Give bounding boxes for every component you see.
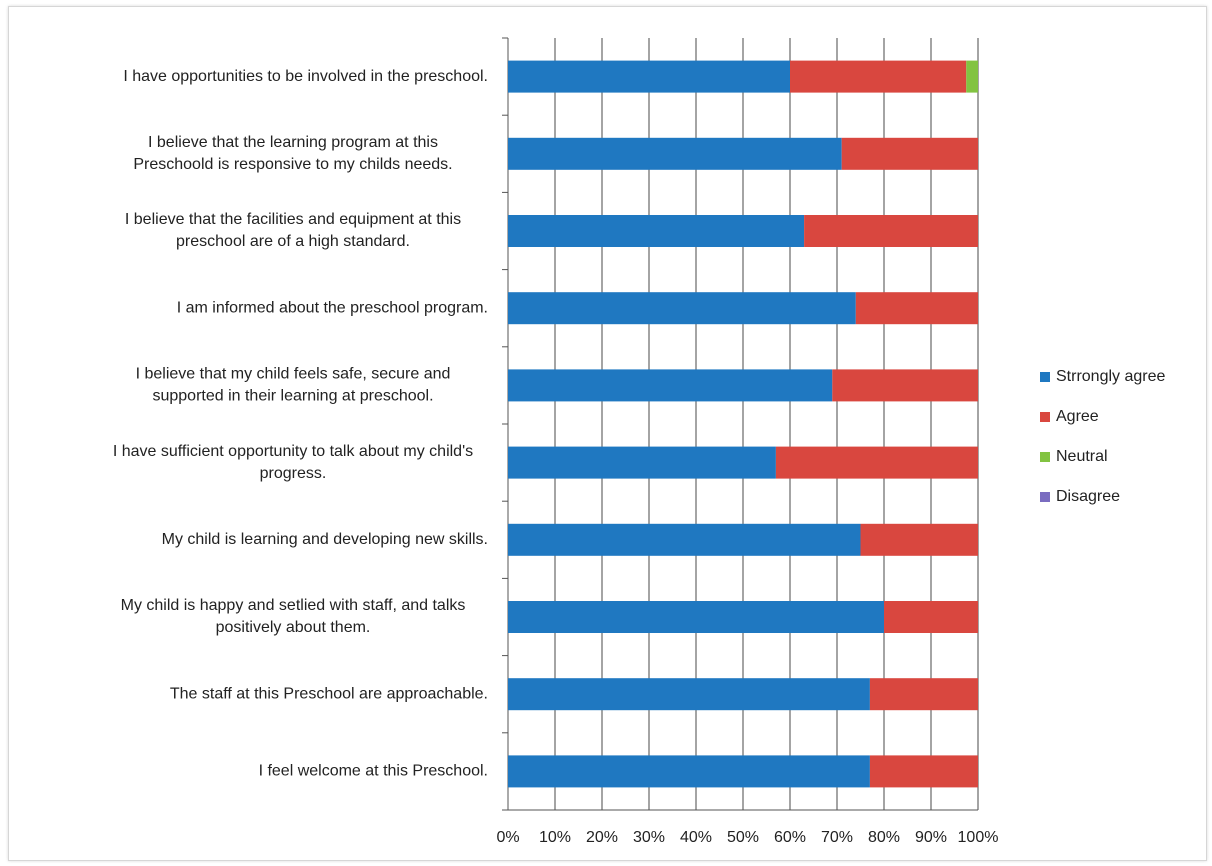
- category-label: I have opportunities to be involved in t…: [123, 68, 488, 85]
- x-tick-label: 70%: [821, 829, 853, 846]
- bar-strrongly-agree-6: [508, 523, 861, 556]
- bar-strrongly-agree-3: [508, 292, 856, 325]
- legend-swatch: [1040, 492, 1050, 502]
- legend-swatch: [1040, 452, 1050, 462]
- bar-strrongly-agree-9: [508, 755, 870, 788]
- bar-agree-1: [841, 137, 978, 170]
- bar-neutral-0: [966, 60, 978, 93]
- bar-strrongly-agree-1: [508, 137, 842, 170]
- legend-label: Disagree: [1056, 488, 1120, 505]
- bar-agree-8: [869, 678, 978, 711]
- bar-agree-5: [775, 446, 978, 479]
- category-label: positively about them.: [216, 619, 371, 636]
- legend-swatch: [1040, 412, 1050, 422]
- x-tick-label: 50%: [727, 829, 759, 846]
- x-tick-label: 0%: [496, 829, 519, 846]
- x-tick-label: 20%: [586, 829, 618, 846]
- x-tick-label: 10%: [539, 829, 571, 846]
- legend-swatch: [1040, 372, 1050, 382]
- bar-strrongly-agree-0: [508, 60, 790, 93]
- category-label: preschool are of a high standard.: [176, 233, 410, 250]
- category-label: I believe that the learning program at t…: [148, 134, 438, 151]
- category-label: I feel welcome at this Preschool.: [259, 763, 488, 780]
- x-tick-label: 30%: [633, 829, 665, 846]
- category-label: My child is learning and developing new …: [162, 531, 488, 548]
- category-label: I am informed about the preschool progra…: [177, 299, 488, 316]
- legend-label: Strrongly agree: [1056, 368, 1165, 385]
- category-label: progress.: [260, 465, 327, 482]
- category-label: I have sufficient opportunity to talk ab…: [113, 443, 473, 460]
- category-label: I believe that the facilities and equipm…: [125, 211, 461, 228]
- x-tick-label: 80%: [868, 829, 900, 846]
- bar-agree-6: [860, 523, 978, 556]
- bar-agree-2: [804, 215, 978, 247]
- legend-label: Agree: [1056, 408, 1099, 425]
- category-label: I believe that my child feels safe, secu…: [136, 366, 451, 383]
- bar-strrongly-agree-4: [508, 369, 833, 402]
- x-tick-label: 100%: [958, 829, 999, 846]
- bar-strrongly-agree-5: [508, 446, 776, 479]
- category-label: supported in their learning at preschool…: [152, 388, 433, 405]
- bar-agree-3: [855, 292, 978, 325]
- legend-label: Neutral: [1056, 448, 1108, 465]
- bar-agree-7: [884, 601, 978, 633]
- x-tick-label: 90%: [915, 829, 947, 846]
- bar-agree-4: [832, 369, 978, 402]
- x-tick-label: 60%: [774, 829, 806, 846]
- bar-agree-0: [790, 60, 967, 93]
- bar-agree-9: [869, 755, 978, 788]
- category-label: My child is happy and setlied with staff…: [121, 597, 466, 614]
- bar-strrongly-agree-8: [508, 678, 870, 711]
- category-label: Preschoold is responsive to my childs ne…: [133, 156, 452, 173]
- bar-strrongly-agree-7: [508, 601, 884, 633]
- category-label: The staff at this Preschool are approach…: [170, 685, 488, 702]
- bar-strrongly-agree-2: [508, 215, 805, 247]
- x-tick-label: 40%: [680, 829, 712, 846]
